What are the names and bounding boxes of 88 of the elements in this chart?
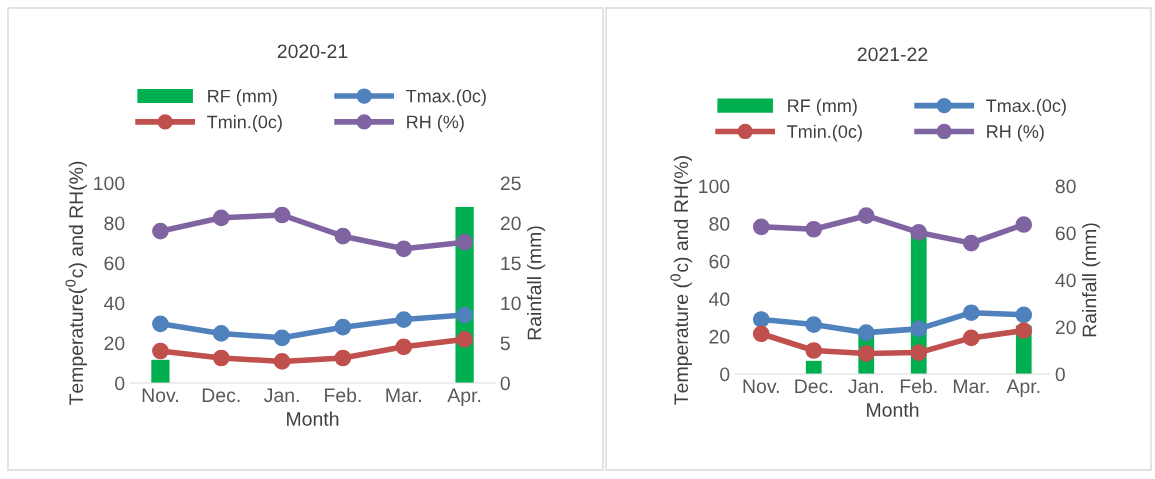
y2-tick-label: 20 <box>500 216 521 231</box>
x-tick-label: Feb. <box>325 387 361 403</box>
legend-label: Tmin.(0c) <box>787 124 862 142</box>
point <box>910 224 928 241</box>
y-tick-label: 100 <box>94 176 125 191</box>
y2-axis-title: Rainfall (mm) <box>527 226 546 340</box>
y2-axis-title: Rainfall (mm) <box>1082 223 1101 337</box>
y-tick-label: 60 <box>104 256 125 271</box>
y-tick-label: 60 <box>709 254 730 269</box>
point <box>273 206 291 224</box>
legend-label: RF (mm) <box>788 98 857 116</box>
legend-label: Tmax.(0c) <box>986 98 1066 116</box>
point <box>273 353 291 370</box>
point <box>910 344 928 361</box>
x-tick-label: Feb. <box>900 378 937 394</box>
y2-tick-label: 40 <box>1055 273 1076 288</box>
x-tick-label: Dec. <box>202 388 240 403</box>
legend-label: RF (mm) <box>208 89 277 107</box>
point <box>962 329 980 347</box>
chart-title: 2021-22 <box>857 47 928 62</box>
legend-label: RH (%) <box>407 115 464 132</box>
point <box>752 325 770 343</box>
point <box>456 331 473 348</box>
point <box>273 329 291 347</box>
point <box>334 318 352 336</box>
point <box>857 345 875 362</box>
point <box>1015 322 1033 339</box>
x-tick-label: Apr. <box>1006 379 1040 397</box>
point <box>805 342 823 359</box>
point <box>334 349 352 367</box>
point <box>456 306 473 324</box>
y2-tick-label: 80 <box>1055 179 1076 194</box>
y-tick-label: 100 <box>699 179 730 194</box>
point <box>962 234 980 252</box>
x-tick-label: Nov. <box>142 388 178 403</box>
point <box>395 240 413 258</box>
x-tick-label: Jan. <box>264 388 299 403</box>
y-tick-label: 20 <box>709 329 730 344</box>
x-tick-label: Mar. <box>386 388 421 403</box>
x-tick-label: Nov. <box>743 379 779 394</box>
y2-tick-label: 0 <box>500 376 510 391</box>
point <box>212 349 230 367</box>
point <box>152 342 169 360</box>
point <box>910 320 928 338</box>
y2-tick-label: 20 <box>1055 320 1076 335</box>
x-tick-label: Mar. <box>953 379 989 394</box>
x-tick-label: Jan. <box>848 379 883 394</box>
point <box>212 325 230 342</box>
legend-label: RH (%) <box>987 124 1044 142</box>
point <box>212 209 230 227</box>
legend-label: Tmax.(0c) <box>406 89 486 107</box>
x-tick-label: Dec. <box>795 379 832 394</box>
point <box>152 315 169 333</box>
point <box>857 207 875 225</box>
y-tick-label: 0 <box>115 376 125 391</box>
y-axis-title: Temperature($^{0}$c) and RH(%) <box>65 161 87 406</box>
y-tick-label: 20 <box>104 336 125 351</box>
y2-tick-label: 15 <box>501 256 521 271</box>
y2-tick-label: 25 <box>500 176 521 191</box>
y-tick-label: 80 <box>709 217 730 231</box>
y2-tick-label: 10 <box>501 296 521 311</box>
y2-tick-label: 60 <box>1055 226 1076 241</box>
y-tick-label: 40 <box>103 296 125 311</box>
point <box>395 338 413 356</box>
x-tick-label: Apr. <box>447 388 481 406</box>
point <box>752 311 770 328</box>
y-tick-label: 0 <box>720 367 730 382</box>
point <box>456 233 473 251</box>
point <box>805 220 823 238</box>
point <box>334 227 352 245</box>
point <box>752 218 770 236</box>
x-axis-title: Month <box>867 402 919 417</box>
point <box>1015 306 1033 324</box>
point <box>857 324 875 341</box>
point <box>395 311 413 328</box>
y2-tick-label: 0 <box>1055 367 1065 382</box>
y-tick-label: 40 <box>708 292 730 307</box>
point <box>805 316 823 333</box>
chart-title: 2020-21 <box>277 44 348 59</box>
bar <box>805 360 822 374</box>
point <box>962 304 980 322</box>
x-axis-title: Month <box>287 411 339 426</box>
y-axis-title: Temperature ($^{0}$c) and RH(%) <box>670 156 692 405</box>
point <box>1015 216 1033 233</box>
y-tick-label: 80 <box>104 216 125 231</box>
point <box>152 222 169 240</box>
y2-tick-label: 5 <box>500 336 510 351</box>
legend-label: Tmin.(0c) <box>207 115 282 132</box>
